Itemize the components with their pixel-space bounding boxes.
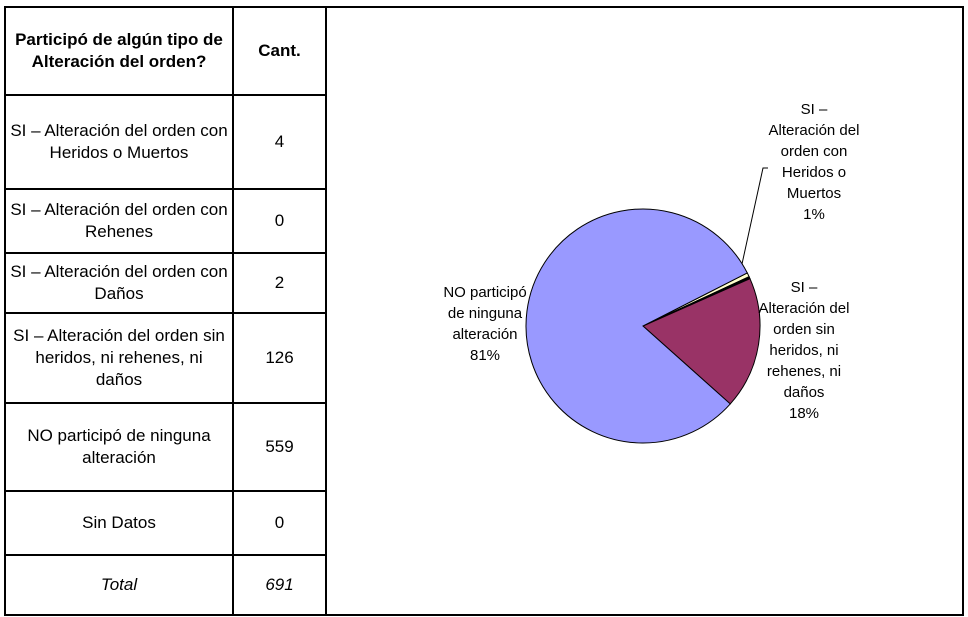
table-row: NO participó de ninguna alteración 559 xyxy=(4,402,327,492)
slice-label-line: 18% xyxy=(789,405,819,422)
total-label: Total xyxy=(4,554,234,616)
row-value: 4 xyxy=(232,94,327,190)
row-label: SI – Alteración del orden sin heridos, n… xyxy=(4,312,234,404)
slice-label-no: NO participó de ninguna alteración 81% xyxy=(443,284,526,364)
row-label: Sin Datos xyxy=(4,490,234,556)
row-value: 2 xyxy=(232,252,327,314)
header-count: Cant. xyxy=(232,6,327,96)
pie-slice-sin-heridos xyxy=(642,277,761,405)
slice-label-line: heridos, ni xyxy=(769,342,838,359)
slice-label-line: orden sin xyxy=(773,321,835,338)
slice-label-line: 1% xyxy=(803,206,825,223)
row-label: SI – Alteración del orden con Daños xyxy=(4,252,234,314)
slice-label-line: NO participó xyxy=(443,284,526,301)
slice-label-line: daños xyxy=(784,384,825,401)
slice-label-line: de ninguna xyxy=(448,305,523,322)
slice-label-sin-heridos: SI – Alteración del orden sin heridos, ni re… xyxy=(759,279,850,422)
row-value: 559 xyxy=(232,402,327,492)
data-table: Participó de algún tipo de Alteración de… xyxy=(4,6,327,616)
table-header-row: Participó de algún tipo de Alteración de… xyxy=(4,6,327,96)
slice-label-line: orden con xyxy=(781,143,848,160)
slice-label-line: Muertos xyxy=(787,185,841,202)
total-value: 691 xyxy=(232,554,327,616)
table-row: SI – Alteración del orden con Heridos o … xyxy=(4,94,327,190)
slice-label-line: 81% xyxy=(470,347,500,364)
pie-slice-no-participo xyxy=(525,208,748,444)
row-label: SI – Alteración del orden con Heridos o … xyxy=(4,94,234,190)
slice-label-line: SI – xyxy=(791,279,818,296)
row-label: SI – Alteración del orden con Rehenes xyxy=(4,188,234,254)
table-total-row: Total 691 xyxy=(4,554,327,616)
pie-chart: SI – Alteración del orden con Heridos o Muer… xyxy=(443,101,860,444)
table-row: Sin Datos 0 xyxy=(4,490,327,556)
row-value: 0 xyxy=(232,490,327,556)
slice-label-line: rehenes, ni xyxy=(767,363,841,380)
slice-label-line: alteración xyxy=(452,326,517,343)
row-value: 126 xyxy=(232,312,327,404)
leader-line-heridos xyxy=(741,167,768,265)
leader-lines xyxy=(741,167,768,265)
table-row: SI – Alteración del orden con Rehenes 0 xyxy=(4,188,327,254)
slice-label-line: Alteración del xyxy=(769,122,860,139)
table-row: SI – Alteración del orden con Daños 2 xyxy=(4,252,327,314)
slice-label-heridos: SI – Alteración del orden con Heridos o Muer… xyxy=(769,101,860,223)
header-question: Participó de algún tipo de Alteración de… xyxy=(4,6,234,96)
row-label: NO participó de ninguna alteración xyxy=(4,402,234,492)
row-value: 0 xyxy=(232,188,327,254)
slice-label-line: Alteración del xyxy=(759,300,850,317)
table-row: SI – Alteración del orden sin heridos, n… xyxy=(4,312,327,404)
slice-label-line: SI – xyxy=(801,101,828,118)
slice-label-line: Heridos o xyxy=(782,164,846,181)
